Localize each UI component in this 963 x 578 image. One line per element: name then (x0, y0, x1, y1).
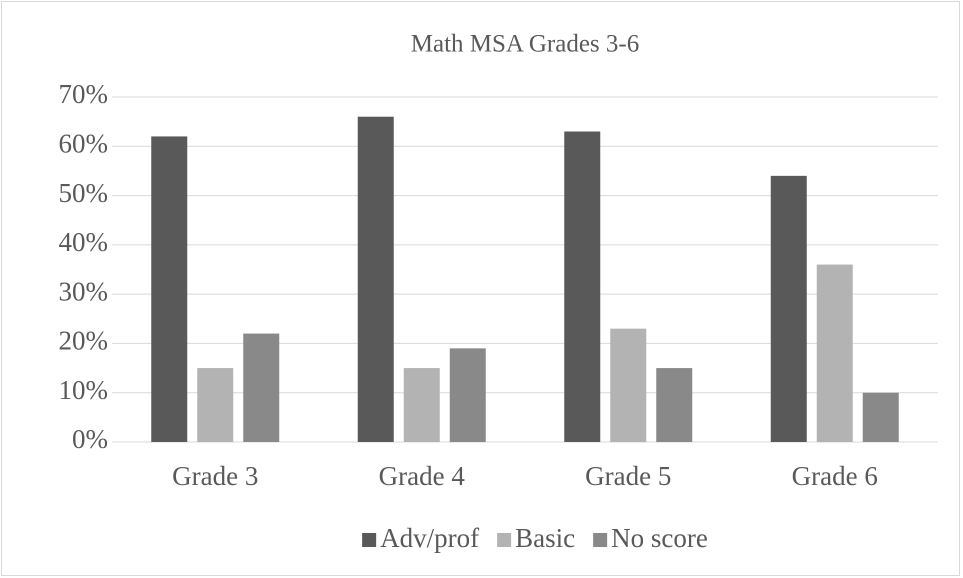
x-tick-label: Grade 5 (585, 461, 671, 491)
chart-title: Math MSA Grades 3-6 (411, 31, 639, 58)
y-tick-label: 40% (59, 227, 109, 257)
legend-label: No score (611, 523, 708, 553)
y-tick-label: 20% (59, 326, 109, 356)
legend-swatch (497, 533, 512, 547)
bar (564, 131, 601, 442)
y-tick-label: 70% (59, 79, 109, 109)
bar (816, 264, 853, 442)
y-tick-label: 10% (59, 375, 109, 405)
bar (610, 328, 647, 442)
y-tick-label: 0% (72, 424, 108, 454)
bar (357, 116, 394, 442)
legend-swatch (593, 533, 608, 547)
bar (197, 368, 234, 442)
bar (243, 333, 280, 442)
bar (656, 368, 693, 442)
y-tick-label: 50% (59, 178, 109, 208)
x-tick-label: Grade 3 (172, 461, 258, 491)
x-tick-label: Grade 6 (792, 461, 878, 491)
x-tick-label: Grade 4 (379, 461, 466, 491)
bar (403, 368, 440, 442)
legend-label: Adv/prof (380, 523, 479, 553)
bar (862, 392, 899, 442)
bar (151, 136, 188, 442)
y-tick-label: 30% (59, 276, 109, 306)
legend-label: Basic (515, 523, 575, 553)
y-tick-label: 60% (59, 128, 109, 158)
bar (770, 175, 807, 442)
bar (449, 348, 486, 442)
legend-swatch (362, 533, 377, 547)
